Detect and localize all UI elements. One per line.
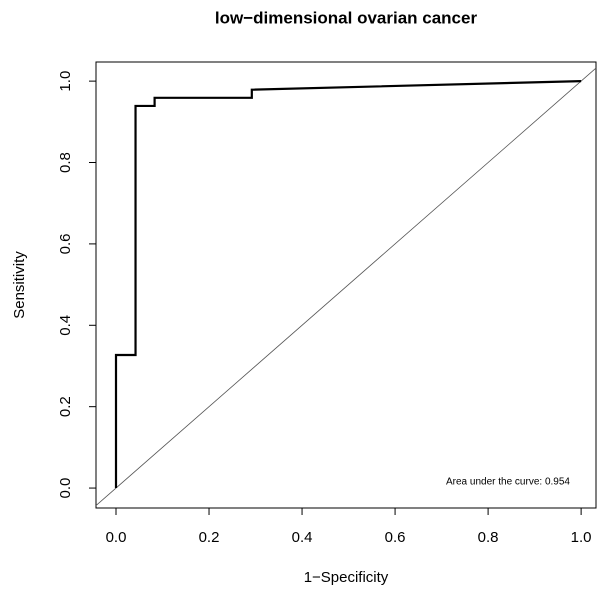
- x-tick-label: 0.8: [478, 529, 499, 546]
- x-tick-label: 1.0: [571, 529, 592, 546]
- plot-box: [95, 61, 597, 509]
- y-axis-label: Sensitivity: [11, 251, 28, 319]
- reference-diagonal: [95, 67, 597, 506]
- y-tick-label: 0.6: [57, 233, 74, 254]
- x-tick-label: 0.2: [199, 529, 220, 546]
- y-tick-label: 0.4: [57, 315, 74, 336]
- x-axis-label: 1−Specificity: [304, 569, 389, 586]
- annotation: Area under the curve: 0.954: [446, 477, 570, 488]
- x-tick-label: 0.4: [292, 529, 313, 546]
- y-tick-label: 0.8: [57, 152, 74, 173]
- y-tick-label: 0.0: [57, 478, 74, 499]
- x-tick-label: 0.6: [385, 529, 406, 546]
- x-tick-label: 0.0: [106, 529, 127, 546]
- roc-curve: [114, 80, 582, 489]
- y-tick-label: 1.0: [57, 71, 74, 92]
- y-tick-label: 0.2: [57, 396, 74, 417]
- chart-title: low−dimensional ovarian cancer: [215, 8, 478, 27]
